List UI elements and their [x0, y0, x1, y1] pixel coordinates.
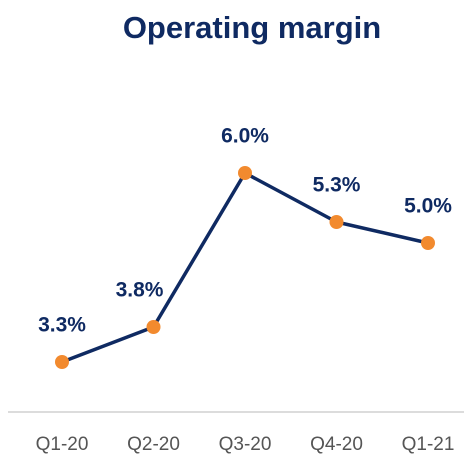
marker — [238, 166, 252, 180]
data-label: 6.0% — [221, 125, 269, 148]
marker — [421, 236, 435, 250]
marker — [55, 355, 69, 369]
x-tick-label: Q4-20 — [310, 434, 363, 455]
data-label: 3.3% — [38, 314, 86, 337]
x-tick-label: Q3-20 — [219, 434, 272, 455]
data-label: 3.8% — [116, 279, 164, 302]
data-label: 5.3% — [313, 174, 361, 197]
data-label: 5.0% — [404, 195, 452, 218]
x-tick-label: Q1-20 — [36, 434, 89, 455]
marker — [329, 215, 344, 229]
x-tick-label: Q1-21 — [402, 434, 455, 455]
chart-title: Operating margin — [123, 10, 381, 45]
marker — [146, 320, 161, 334]
line — [61, 171, 429, 364]
x-tick-label: Q2-20 — [127, 434, 180, 455]
